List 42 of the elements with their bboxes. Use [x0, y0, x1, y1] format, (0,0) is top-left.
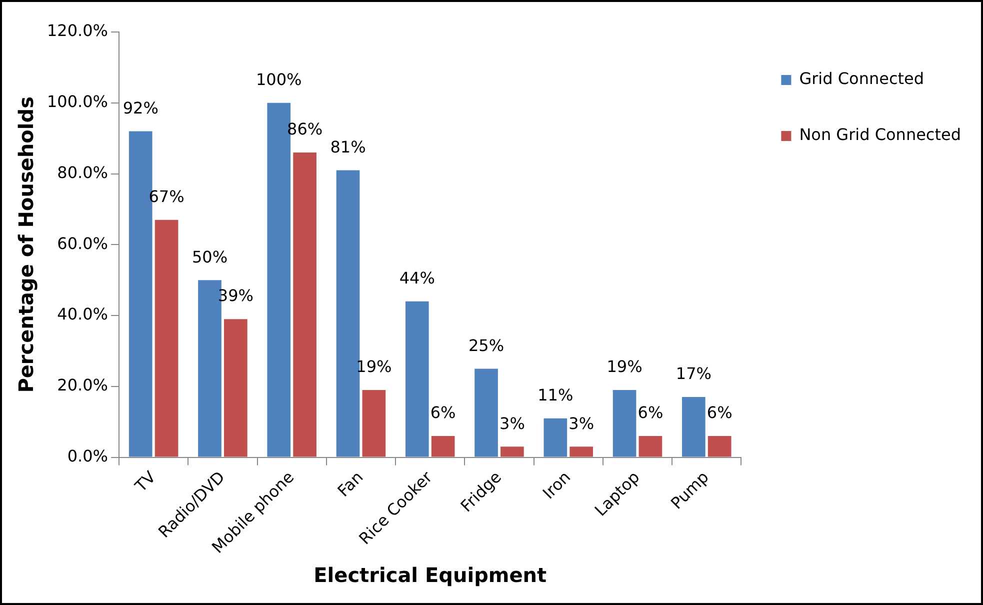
bar	[544, 418, 568, 457]
data-label: 25%	[468, 336, 504, 355]
x-tick-label: Fan	[334, 467, 367, 500]
data-label: 19%	[606, 357, 642, 376]
bar	[570, 446, 593, 457]
y-tick-label: 20.0%	[57, 376, 108, 395]
y-axis-title: Percentage of Households	[14, 96, 38, 393]
bar	[362, 390, 386, 457]
x-tick-label: TV	[130, 467, 160, 496]
data-label: 50%	[192, 247, 228, 266]
y-tick-label: 0.0%	[67, 446, 108, 466]
bar	[405, 301, 429, 457]
data-label: 92%	[122, 98, 158, 118]
data-label: 3%	[500, 414, 525, 433]
data-label: 6%	[638, 403, 664, 422]
bar	[682, 397, 706, 457]
data-label: 11%	[538, 385, 574, 404]
y-tick-label: 120.0%	[46, 21, 108, 40]
bar	[612, 390, 636, 457]
data-label: 6%	[430, 403, 456, 422]
data-label: 100%	[256, 70, 302, 90]
data-label: 81%	[330, 137, 366, 156]
x-axis-title: Electrical Equipment	[314, 563, 548, 588]
bar	[474, 368, 498, 457]
y-tick-label: 40.0%	[57, 304, 108, 324]
bar	[293, 152, 316, 457]
data-label: 6%	[706, 403, 732, 422]
y-tick-label: 60.0%	[57, 234, 108, 253]
y-tick-label: 100.0%	[46, 92, 108, 112]
bar	[708, 436, 732, 457]
legend-label: Non Grid Connected	[799, 125, 962, 144]
bar	[500, 446, 524, 457]
bar	[154, 220, 178, 457]
x-tick-label: Iron	[538, 467, 574, 503]
bar	[638, 436, 662, 457]
data-label: 3%	[568, 414, 594, 433]
y-tick-label: 80.0%	[57, 162, 108, 182]
legend-label: Grid Connected	[799, 69, 924, 88]
data-label: 44%	[399, 268, 435, 288]
bar	[224, 319, 248, 457]
bar	[431, 436, 455, 457]
data-label: 17%	[676, 364, 712, 384]
